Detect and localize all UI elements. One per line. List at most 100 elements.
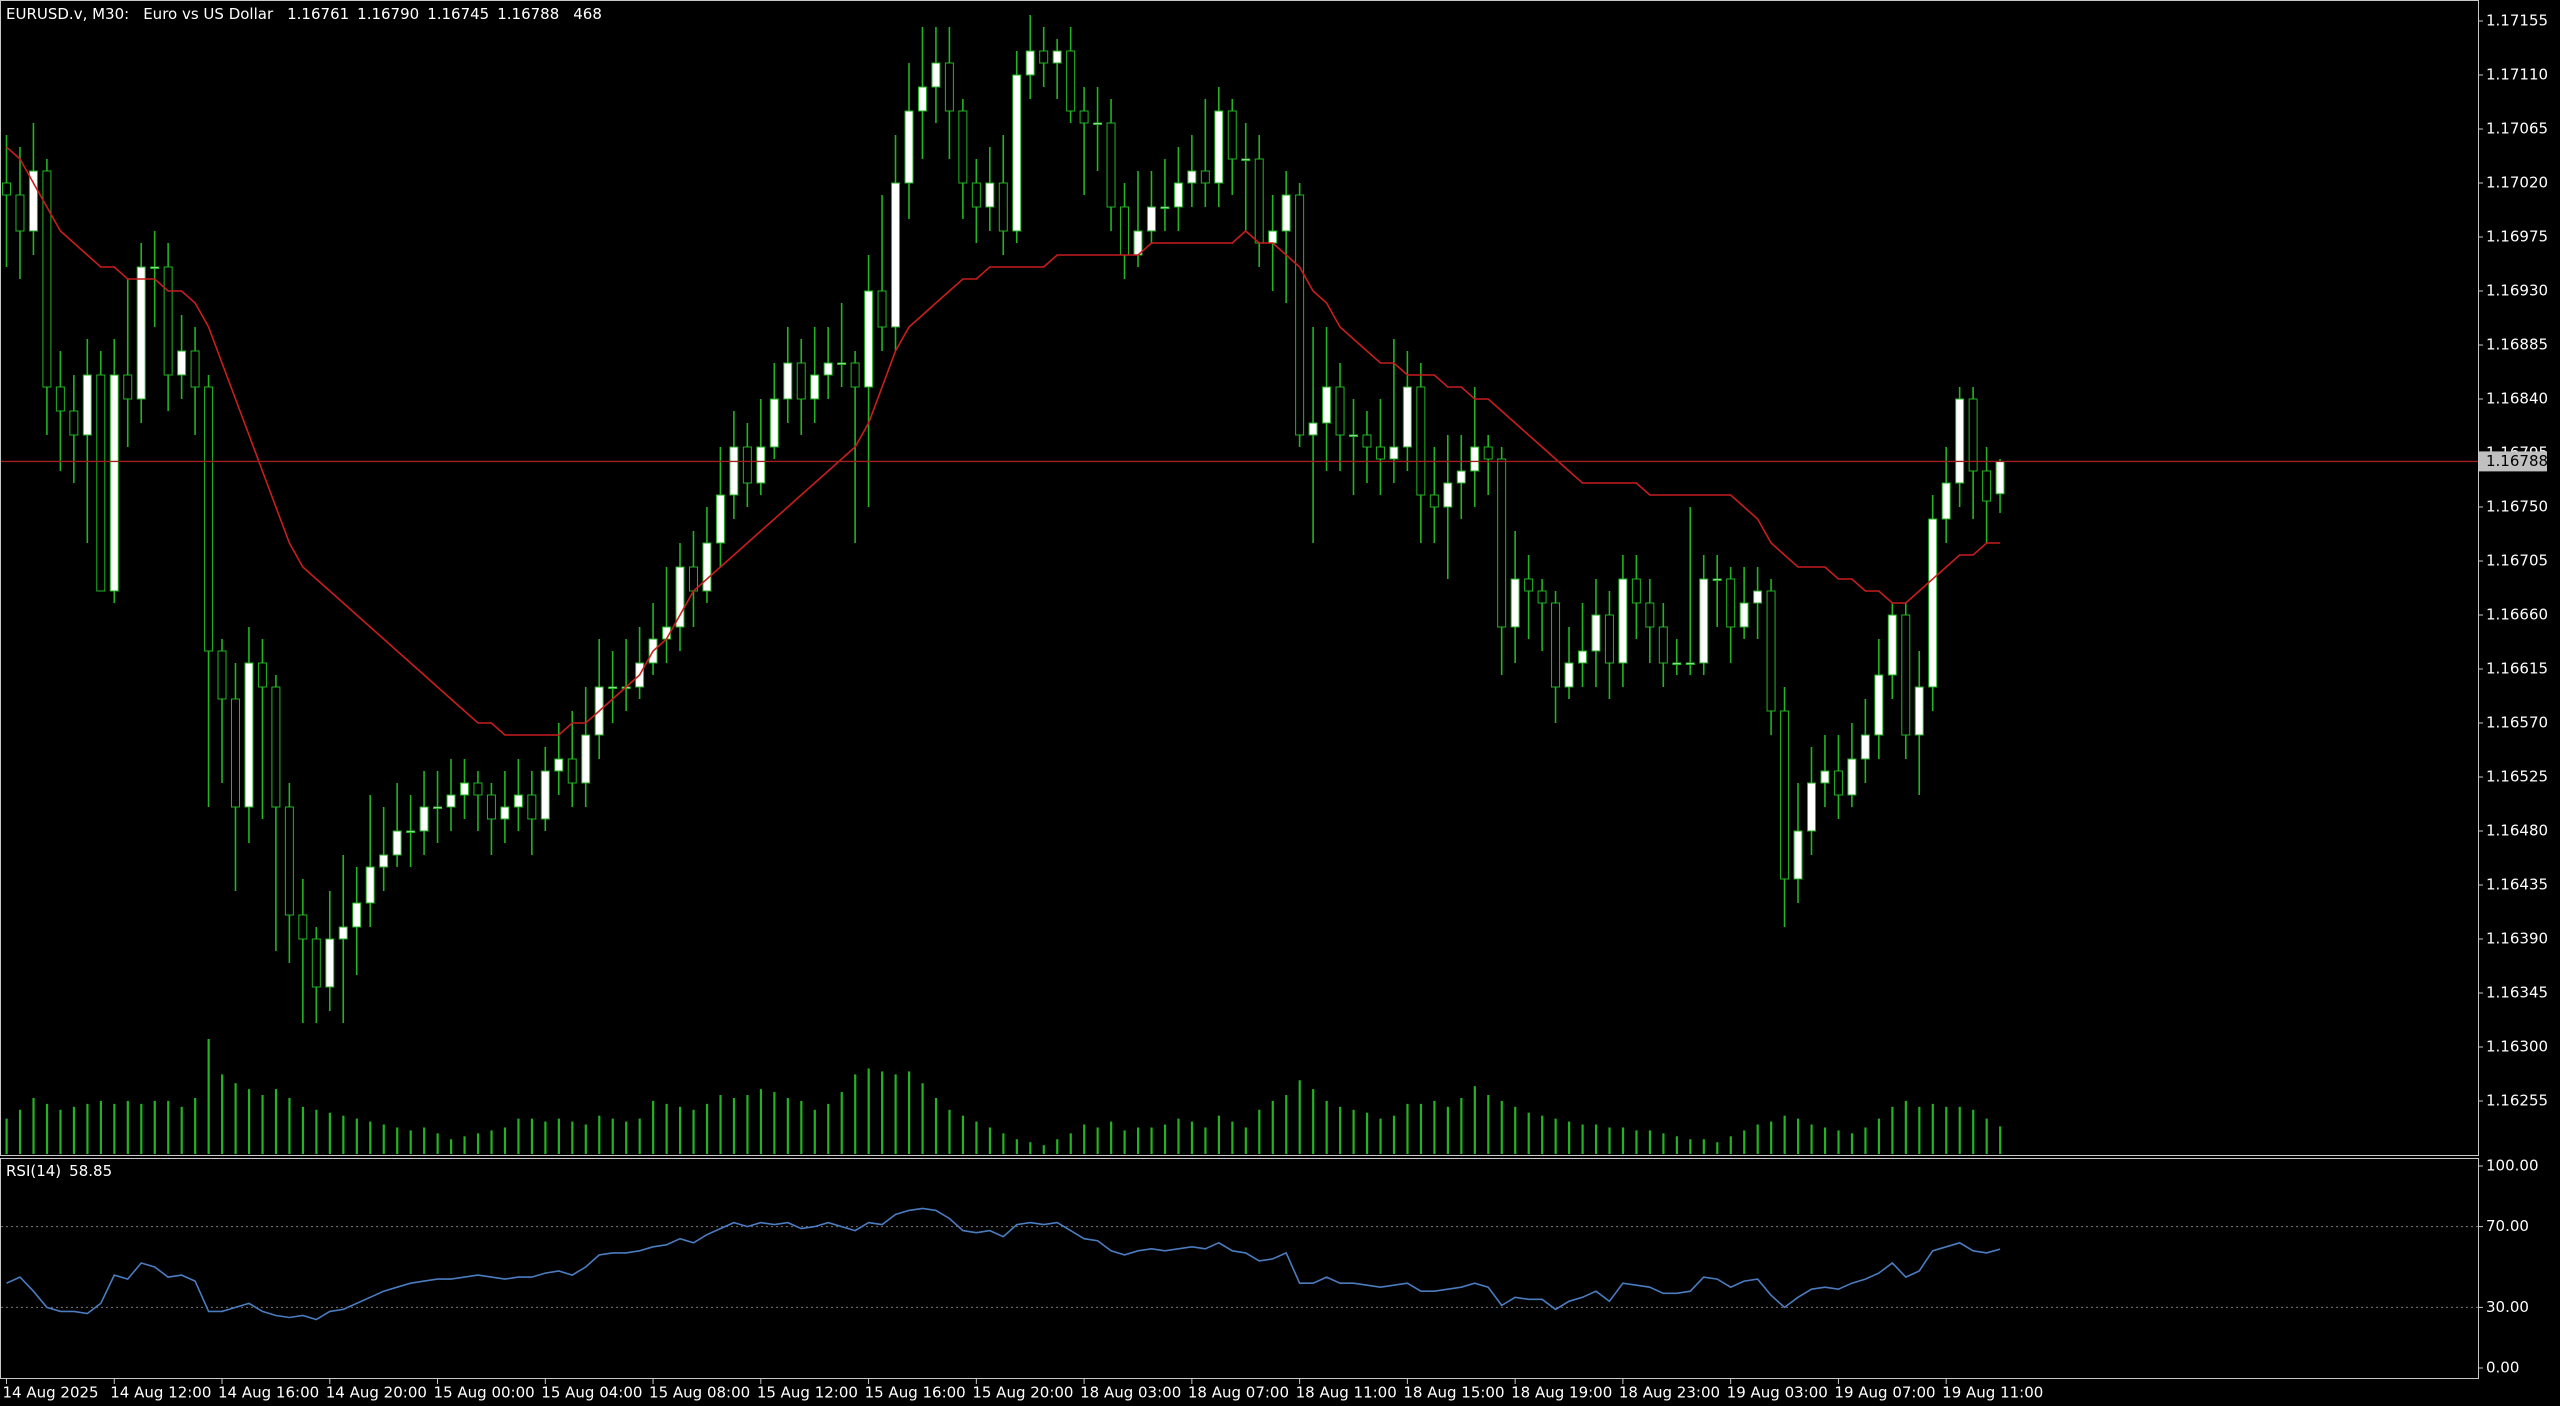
candle-body bbox=[1106, 122, 1116, 208]
price-label: 1.16788 bbox=[2486, 452, 2548, 470]
volume-bar bbox=[1864, 1127, 1867, 1154]
volume-bar bbox=[1177, 1118, 1180, 1154]
volume-bar bbox=[261, 1095, 264, 1154]
volume-bar bbox=[800, 1100, 803, 1154]
candle-body bbox=[1631, 578, 1641, 604]
y-tick-label: 1.16975 bbox=[2486, 228, 2548, 246]
volume-bar bbox=[611, 1118, 614, 1154]
candle-body bbox=[1093, 122, 1103, 125]
volume-bar bbox=[1433, 1100, 1436, 1154]
candle-body bbox=[190, 350, 200, 388]
volume-bar bbox=[517, 1118, 520, 1154]
volume-bar bbox=[140, 1103, 143, 1154]
volume-bar bbox=[423, 1127, 426, 1154]
candle-body bbox=[554, 758, 564, 772]
candle-body bbox=[1497, 458, 1507, 628]
volume-bar bbox=[1823, 1127, 1827, 1154]
rsi-header: RSI(14) 58.85 bbox=[6, 1162, 112, 1180]
candle-body bbox=[1766, 590, 1776, 712]
volume-bar bbox=[1298, 1080, 1301, 1154]
candle-body bbox=[823, 362, 833, 376]
volume-bar bbox=[1204, 1127, 1207, 1154]
candle-body bbox=[1712, 578, 1722, 581]
volume-bar bbox=[1527, 1112, 1530, 1154]
volume-bar bbox=[1729, 1136, 1732, 1154]
candle-body bbox=[230, 698, 240, 808]
candle-body bbox=[1901, 614, 1911, 736]
volume-bar bbox=[598, 1115, 601, 1154]
candle-body bbox=[1389, 446, 1399, 460]
candle-body bbox=[1308, 422, 1318, 436]
volume-bar bbox=[1352, 1109, 1355, 1154]
volume-bar bbox=[786, 1097, 789, 1154]
candle-body bbox=[1133, 230, 1143, 256]
volume-bar bbox=[1271, 1100, 1274, 1154]
volume-bar bbox=[652, 1100, 655, 1154]
volume-bar bbox=[274, 1089, 278, 1154]
y-tick-label: 1.16705 bbox=[2486, 552, 2548, 570]
candle-body bbox=[486, 794, 496, 820]
volume-bar bbox=[1473, 1086, 1476, 1154]
last-open: 1.16761 bbox=[287, 5, 349, 23]
candle-body bbox=[1187, 170, 1197, 184]
volume-bar bbox=[113, 1103, 116, 1154]
volume-bar bbox=[1110, 1121, 1113, 1154]
candle-body bbox=[1416, 386, 1426, 496]
candle-body bbox=[1645, 602, 1655, 628]
candle-body bbox=[715, 494, 725, 544]
candle-body bbox=[392, 830, 402, 856]
volume-bar bbox=[1581, 1124, 1584, 1154]
volume-bar bbox=[1608, 1127, 1611, 1154]
candle-body bbox=[958, 110, 968, 184]
symbol: EURUSD.v, M30: bbox=[6, 5, 129, 23]
candle-body bbox=[917, 86, 927, 112]
candle-body bbox=[1658, 626, 1668, 664]
candle-body bbox=[1510, 578, 1520, 628]
volume-bar bbox=[1514, 1106, 1517, 1154]
x-tick-label: 19 Aug 11:00 bbox=[1942, 1384, 2043, 1402]
candle-body bbox=[1456, 470, 1466, 484]
volume-bar bbox=[1797, 1118, 1800, 1154]
candle-body bbox=[837, 362, 847, 365]
volume-bar bbox=[759, 1089, 763, 1154]
volume-bar bbox=[99, 1100, 102, 1154]
volume-bar bbox=[894, 1074, 897, 1154]
volume-bar bbox=[1083, 1124, 1086, 1154]
y-tick-label: 1.16480 bbox=[2486, 822, 2548, 840]
volume-bar bbox=[881, 1071, 884, 1154]
x-tick-label: 15 Aug 08:00 bbox=[649, 1384, 750, 1402]
volume-bar bbox=[436, 1133, 439, 1154]
volume-bar bbox=[1365, 1112, 1369, 1154]
candle-body bbox=[1982, 470, 1992, 502]
volume-bar bbox=[1621, 1127, 1625, 1154]
candle-body bbox=[971, 182, 981, 208]
x-tick-label: 14 Aug 12:00 bbox=[110, 1384, 211, 1402]
volume-bar bbox=[490, 1130, 493, 1154]
candle-body bbox=[1429, 494, 1439, 508]
candle-body bbox=[1968, 398, 1978, 472]
candle-body bbox=[1052, 50, 1062, 64]
volume-bar bbox=[1015, 1139, 1018, 1154]
volume-bar bbox=[72, 1106, 76, 1154]
volume-bar bbox=[988, 1127, 992, 1154]
volume-bar bbox=[167, 1100, 170, 1154]
candle-body bbox=[82, 374, 92, 436]
volume-bar bbox=[1702, 1139, 1705, 1154]
candle-body bbox=[796, 362, 806, 400]
volume-bar bbox=[221, 1074, 224, 1154]
volume-bar bbox=[1904, 1100, 1907, 1154]
y-tick-label: 1.16885 bbox=[2486, 336, 2548, 354]
candle-body bbox=[1551, 602, 1561, 688]
candle-body bbox=[244, 662, 254, 808]
candle-body bbox=[459, 782, 469, 796]
candle-body bbox=[1120, 206, 1130, 256]
candle-body bbox=[365, 866, 375, 904]
candle-body bbox=[150, 266, 160, 269]
candle-body bbox=[1887, 614, 1897, 676]
volume-bar bbox=[1339, 1106, 1342, 1154]
volume-bar bbox=[1392, 1115, 1396, 1154]
volume-bar bbox=[1487, 1095, 1490, 1154]
y-tick-label: 1.16390 bbox=[2486, 930, 2548, 948]
y-tick-label: 1.17110 bbox=[2486, 66, 2548, 84]
volume-bar bbox=[1379, 1118, 1382, 1154]
